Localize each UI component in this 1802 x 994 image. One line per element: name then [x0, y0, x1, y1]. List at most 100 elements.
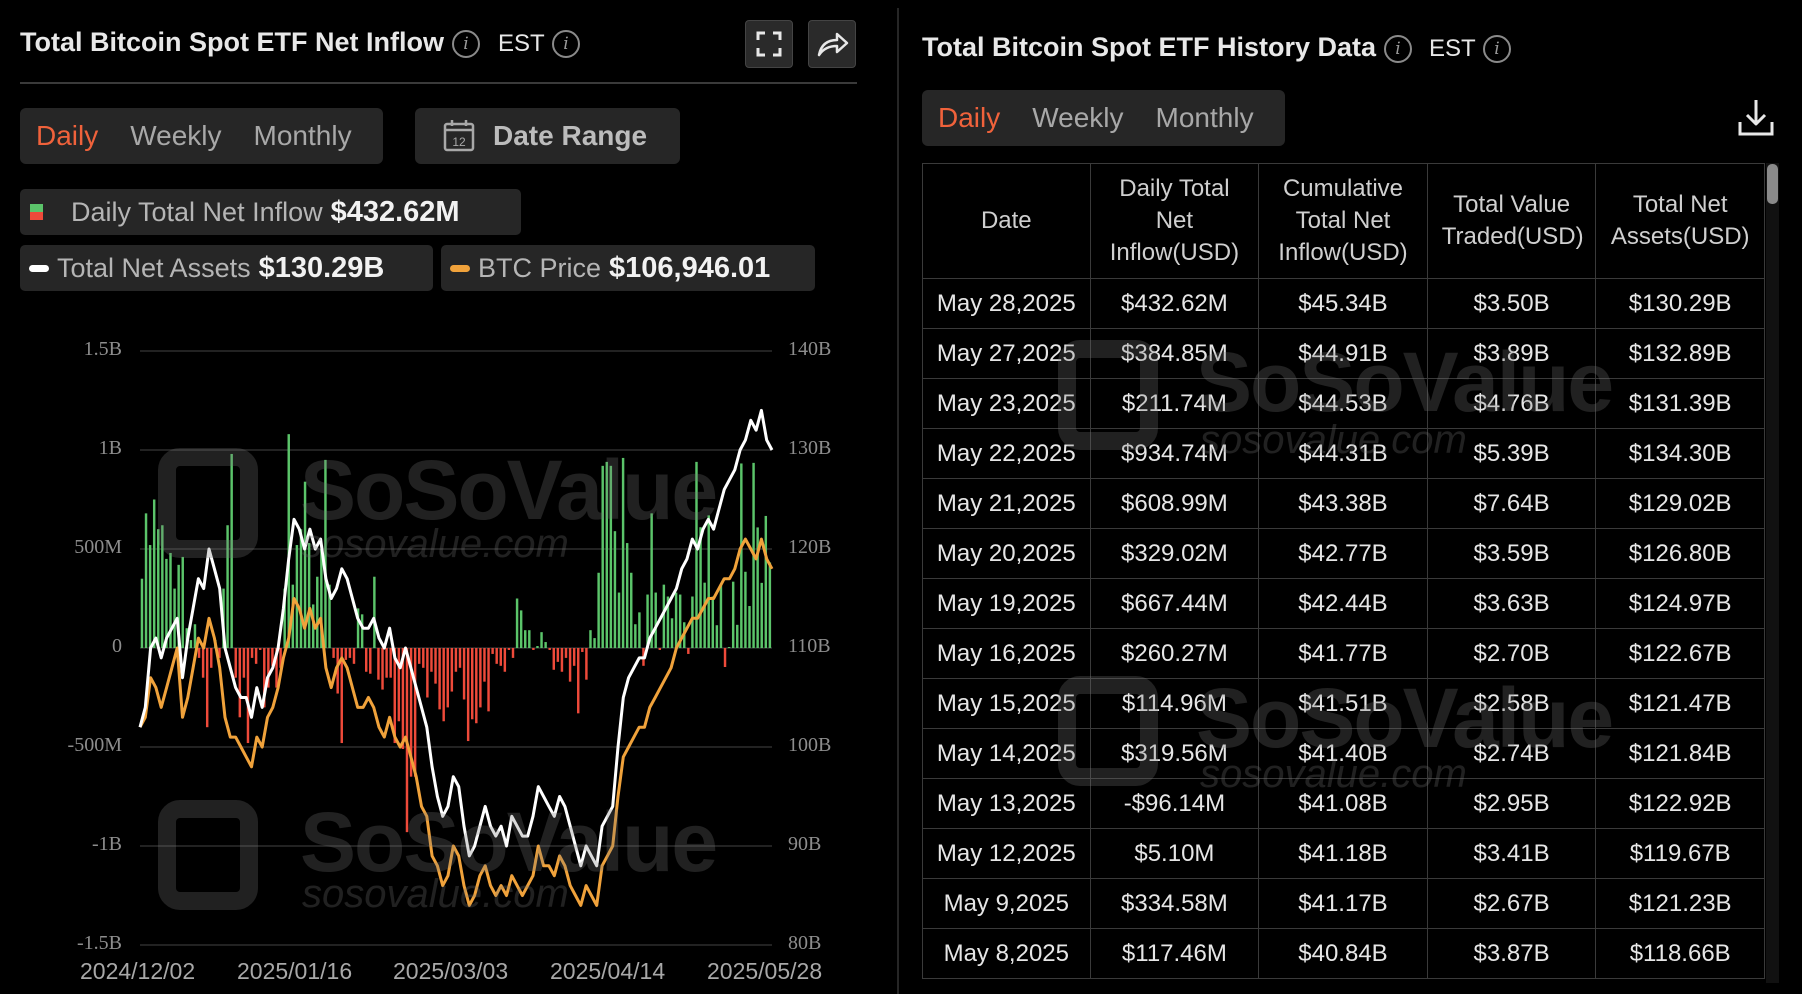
- legend-inflow[interactable]: Daily Total Net Inflow $432.62M: [20, 189, 521, 235]
- cell-value-traded: $3.87B: [1426, 928, 1597, 979]
- inflow-bar: [462, 648, 466, 700]
- cell-daily-inflow: $114.96M: [1089, 678, 1260, 729]
- inflow-bar: [687, 648, 690, 654]
- inflow-bar: [254, 648, 258, 664]
- cell-daily-inflow: $934.74M: [1089, 428, 1260, 479]
- inflow-bar: [385, 648, 388, 678]
- column-header-daily-inflow[interactable]: Daily Total Net Inflow(USD): [1089, 163, 1260, 279]
- inflow-bar: [299, 529, 303, 648]
- btc-swatch: [450, 264, 470, 272]
- x-tick-label: 2025/03/03: [393, 958, 509, 984]
- tab-daily[interactable]: Daily: [938, 102, 1001, 133]
- tab-monthly[interactable]: Monthly: [253, 120, 352, 151]
- fullscreen-button[interactable]: [745, 20, 793, 68]
- column-header-date[interactable]: Date: [922, 163, 1091, 279]
- legend-btc-value: $106,946.01: [609, 251, 771, 284]
- inflow-bar: [446, 648, 449, 708]
- table-row[interactable]: May 8,2025 $117.46M $40.84B $3.87B $118.66B: [922, 928, 1765, 979]
- history-title: Total Bitcoin Spot ETF History Data: [922, 32, 1377, 62]
- table-row[interactable]: May 20,2025 $329.02M $42.77B $3.59B $126.80B: [922, 528, 1765, 579]
- inflow-bar: [271, 648, 274, 666]
- cell-cumulative-inflow: $42.77B: [1258, 528, 1428, 579]
- history-period-tabs: Daily Weekly Monthly: [922, 90, 1285, 146]
- inflow-bar: [760, 582, 763, 648]
- cell-net-assets: $131.39B: [1595, 378, 1765, 429]
- inflow-bar: [630, 572, 633, 648]
- table-row[interactable]: May 28,2025 $432.62M $45.34B $3.50B $130.29B: [922, 278, 1765, 329]
- right-tick-label: 120B: [788, 536, 832, 558]
- cell-value-traded: $3.50B: [1426, 278, 1597, 329]
- inflow-bar: [148, 545, 152, 648]
- inflow-bar: [662, 584, 666, 648]
- cell-net-assets: $130.29B: [1595, 278, 1765, 329]
- cell-date: May 19,2025: [922, 578, 1091, 629]
- inflow-bar: [307, 543, 311, 648]
- cell-date: May 8,2025: [922, 928, 1091, 979]
- table-row[interactable]: May 12,2025 $5.10M $41.18B $3.41B $119.67B: [922, 828, 1765, 879]
- inflow-bar: [634, 624, 637, 648]
- download-icon[interactable]: [1736, 96, 1776, 140]
- table-scrollbar-thumb[interactable]: [1767, 164, 1778, 204]
- inflow-bar: [768, 562, 772, 648]
- date-range-button[interactable]: 12 Date Range: [415, 108, 680, 164]
- table-row[interactable]: May 19,2025 $667.44M $42.44B $3.63B $124.97B: [922, 578, 1765, 629]
- table-row[interactable]: May 9,2025 $334.58M $41.17B $2.67B $121.23B: [922, 878, 1765, 929]
- inflow-bar: [678, 594, 682, 648]
- legend-assets[interactable]: Total Net Assets $130.29B: [20, 245, 433, 291]
- tab-weekly[interactable]: Weekly: [1032, 102, 1124, 133]
- cell-cumulative-inflow: $41.51B: [1258, 678, 1428, 729]
- info-icon[interactable]: i: [452, 30, 480, 58]
- inflow-bar: [519, 610, 523, 648]
- tab-weekly[interactable]: Weekly: [130, 120, 222, 151]
- column-header-value-traded[interactable]: Total Value Traded(USD): [1426, 163, 1597, 279]
- tab-daily[interactable]: Daily: [36, 120, 99, 151]
- inflow-bar: [397, 648, 401, 722]
- cell-date: May 12,2025: [922, 828, 1091, 879]
- table-row[interactable]: May 23,2025 $211.74M $44.53B $4.76B $131.39B: [922, 378, 1765, 429]
- timezone-info-icon[interactable]: i: [1483, 35, 1511, 63]
- table-row[interactable]: May 16,2025 $260.27M $41.77B $2.70B $122.67B: [922, 628, 1765, 679]
- legend-btc[interactable]: BTC Price $106,946.01: [441, 245, 815, 291]
- column-header-cumulative-inflow[interactable]: Cumulative Total Net Inflow(USD): [1258, 163, 1428, 279]
- calendar-icon: 12: [443, 120, 475, 152]
- inflow-bar: [218, 648, 221, 658]
- inflow-bar: [422, 648, 425, 668]
- inflow-bar: [295, 545, 299, 648]
- inflow-bar: [417, 648, 421, 664]
- info-icon[interactable]: i: [1384, 35, 1412, 63]
- inflow-bar: [189, 640, 193, 648]
- cell-date: May 13,2025: [922, 778, 1091, 829]
- inflow-bar: [564, 648, 568, 658]
- inflow-bar: [364, 648, 368, 672]
- table-row[interactable]: May 22,2025 $934.74M $44.31B $5.39B $134.30B: [922, 428, 1765, 479]
- inflow-bar: [597, 572, 600, 648]
- inflow-bar: [727, 647, 731, 648]
- table-row[interactable]: May 13,2025 -$96.14M $41.08B $2.95B $122.92B: [922, 778, 1765, 829]
- inflow-bar: [169, 552, 172, 648]
- inflow-bar: [210, 648, 213, 668]
- table-row[interactable]: May 15,2025 $114.96M $41.51B $2.58B $121.47B: [922, 678, 1765, 729]
- cell-value-traded: $2.58B: [1426, 678, 1597, 729]
- timezone-info-icon[interactable]: i: [552, 30, 580, 58]
- table-row[interactable]: May 27,2025 $384.85M $44.91B $3.89B $132.89B: [922, 328, 1765, 379]
- total-net-assets-line: [138, 408, 774, 868]
- inflow-bar: [524, 630, 527, 648]
- inflow-bar: [352, 648, 356, 664]
- right-tick-label: 130B: [788, 437, 832, 459]
- inflow-bar: [373, 576, 376, 648]
- inflow-bar: [475, 648, 478, 724]
- history-table: Date Daily Total Net Inflow(USD) Cumulat…: [922, 163, 1765, 979]
- table-row[interactable]: May 21,2025 $608.99M $43.38B $7.64B $129.02B: [922, 478, 1765, 529]
- cell-daily-inflow: $319.56M: [1089, 728, 1260, 779]
- net-inflow-chart[interactable]: [0, 0, 880, 994]
- inflow-bar: [503, 648, 507, 672]
- table-row[interactable]: May 14,2025 $319.56M $41.40B $2.74B $121.84B: [922, 728, 1765, 779]
- inflow-bar: [638, 612, 641, 648]
- table-scrollbar[interactable]: [1766, 163, 1779, 983]
- share-button[interactable]: [808, 20, 856, 68]
- inflow-bar: [487, 648, 490, 712]
- column-header-net-assets[interactable]: Total Net Assets(USD): [1595, 163, 1765, 279]
- cell-date: May 27,2025: [922, 328, 1091, 379]
- inflow-bar: [177, 564, 180, 648]
- tab-monthly[interactable]: Monthly: [1155, 102, 1254, 133]
